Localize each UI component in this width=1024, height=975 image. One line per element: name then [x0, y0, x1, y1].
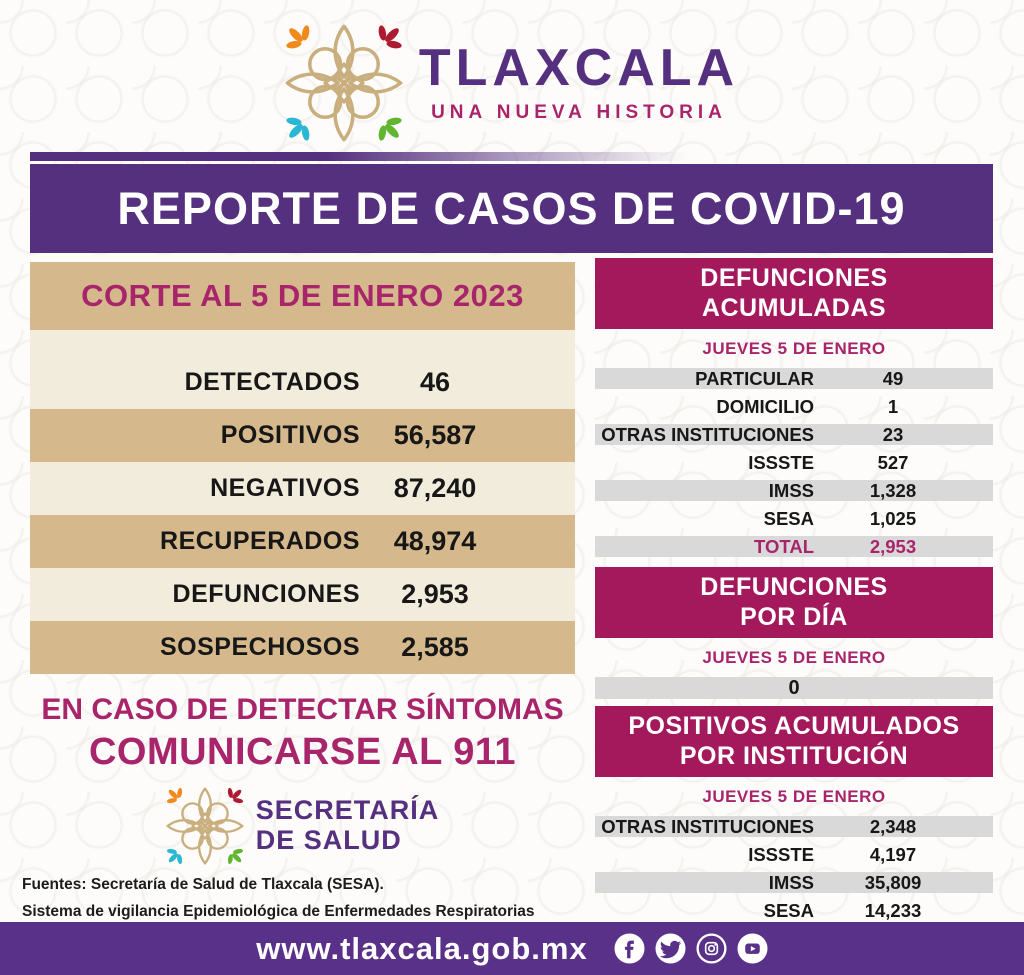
table-row: IMSS 1,328 [595, 480, 993, 501]
section-header-line1: DEFUNCIONES [700, 264, 888, 292]
youtube-icon[interactable] [737, 933, 768, 964]
stat-value: 46 [419, 367, 451, 397]
ministry-name-line1: SECRETARÍA [255, 795, 440, 826]
stat-value: 48,974 [393, 526, 477, 556]
ministry-name-line2: DE SALUD [255, 825, 402, 855]
ministry-name: SECRETARÍA DE SALUD [256, 796, 440, 855]
table-row: IMSS 35,809 [595, 872, 993, 893]
row-label: IMSS [768, 871, 814, 893]
statistics-column: DEFUNCIONES ACUMULADAS JUEVES 5 DE ENERO… [595, 258, 993, 956]
row-label: OTRAS INSTITUCIONES [601, 423, 814, 445]
row-value: 4,197 [869, 843, 917, 865]
row-label: ISSSTE [748, 451, 814, 473]
source-line-1: Fuentes: Secretaría de Salud de Tlaxcala… [22, 876, 384, 893]
health-ministry-logo: SECRETARÍA DE SALUD [30, 787, 575, 865]
stat-label: DETECTADOS [184, 368, 360, 396]
summary-rows: DETECTADOS 46 POSITIVOS 56,587 NEGATIVOS… [30, 330, 575, 674]
tlaxcala-flower-logo-icon [285, 24, 403, 142]
row-label: ISSSTE [748, 843, 814, 865]
facebook-icon[interactable] [614, 933, 645, 964]
deaths-per-day-row: 0 [595, 677, 993, 699]
stat-row: DEFUNCIONES 2,953 [30, 568, 575, 621]
stat-value: 2,585 [401, 632, 469, 662]
stat-label: RECUPERADOS [160, 527, 360, 555]
row-value: 14,233 [864, 899, 922, 921]
twitter-icon[interactable] [655, 933, 686, 964]
row-value: 2,348 [869, 815, 917, 837]
brand-header: TLAXCALA UNA NUEVA HISTORIA [0, 24, 1024, 142]
section-header-line2: POR INSTITUCIÓN [679, 741, 909, 770]
table-row: DOMICILIO 1 [595, 396, 993, 417]
deaths-per-day-value: 0 [788, 676, 800, 699]
stat-value: 87,240 [393, 473, 477, 503]
deaths-accumulated-date: JUEVES 5 DE ENERO [702, 339, 886, 358]
summary-header: CORTE AL 5 DE ENERO 2023 [30, 262, 575, 330]
stat-row: DETECTADOS 46 [30, 356, 575, 409]
table-row: OTRAS INSTITUCIONES 2,348 [595, 816, 993, 837]
table-row: OTRAS INSTITUCIONES 23 [595, 424, 993, 445]
summary-spacer [30, 330, 575, 356]
stat-label: SOSPECHOSOS [160, 633, 360, 661]
row-value: 527 [877, 451, 909, 473]
row-label: DOMICILIO [716, 395, 814, 417]
total-value: 2,953 [869, 535, 917, 557]
ministry-flower-icon [166, 787, 244, 865]
social-icons [614, 933, 768, 964]
brand-tagline: UNA NUEVA HISTORIA [431, 102, 727, 123]
symptoms-notice-line1: EN CASO DE DETECTAR SÍNTOMAS [41, 693, 564, 726]
deaths-per-day-date: JUEVES 5 DE ENERO [702, 648, 886, 667]
row-label: SESA [763, 899, 814, 921]
brand-name: TLAXCALA [418, 39, 740, 97]
stat-value: 2,953 [401, 579, 469, 609]
deaths-accumulated-header: DEFUNCIONES ACUMULADAS [595, 258, 993, 329]
row-value: 1 [887, 395, 899, 417]
stat-label: NEGATIVOS [210, 474, 360, 502]
table-row: ISSSTE 4,197 [595, 844, 993, 865]
row-label: OTRAS INSTITUCIONES [601, 815, 814, 837]
section-header-line2: POR DÍA [740, 602, 848, 631]
stat-row: RECUPERADOS 48,974 [30, 515, 575, 568]
summary-header-label: CORTE AL 5 DE ENERO 2023 [81, 278, 524, 313]
total-label: TOTAL [754, 535, 814, 557]
website-url[interactable]: www.tlaxcala.gob.mx [256, 930, 588, 966]
row-value: 1,328 [869, 479, 917, 501]
table-row: SESA 14,233 [595, 900, 993, 921]
stat-label: POSITIVOS [220, 421, 360, 449]
table-row: ISSSTE 527 [595, 452, 993, 473]
symptoms-notice-line2: COMUNICARSE AL 911 [88, 731, 517, 773]
summary-panel: CORTE AL 5 DE ENERO 2023 DETECTADOS 46 P… [30, 262, 575, 674]
title-banner: REPORTE DE CASOS DE COVID-19 [30, 164, 993, 253]
section-header-line1: DEFUNCIONES [700, 573, 888, 601]
brand-text: TLAXCALA UNA NUEVA HISTORIA [419, 42, 739, 124]
section-header-line1: POSITIVOS ACUMULADOS [628, 712, 960, 740]
positives-by-institution-header: POSITIVOS ACUMULADOS POR INSTITUCIÓN [595, 706, 993, 777]
table-row: SESA 1,025 [595, 508, 993, 529]
divider-gradient-line [30, 152, 688, 161]
table-row: PARTICULAR 49 [595, 368, 993, 389]
row-label: IMSS [768, 479, 814, 501]
row-value: 23 [882, 423, 904, 445]
deaths-per-day-header: DEFUNCIONES POR DÍA [595, 567, 993, 638]
row-label: SESA [763, 507, 814, 529]
section-header-line2: ACUMULADAS [701, 293, 887, 322]
row-value: 35,809 [864, 871, 922, 893]
page-title: REPORTE DE CASOS DE COVID-19 [117, 182, 906, 234]
row-label: PARTICULAR [695, 367, 814, 389]
row-value: 1,025 [869, 507, 917, 529]
stat-label: DEFUNCIONES [172, 580, 360, 608]
stat-row: NEGATIVOS 87,240 [30, 462, 575, 515]
positives-date: JUEVES 5 DE ENERO [702, 787, 886, 806]
stat-row: POSITIVOS 56,587 [30, 409, 575, 462]
row-value: 49 [882, 367, 904, 389]
stat-value: 56,587 [393, 420, 477, 450]
stat-row: SOSPECHOSOS 2,585 [30, 621, 575, 674]
instagram-icon[interactable] [696, 933, 727, 964]
table-total-row: TOTAL 2,953 [595, 536, 993, 557]
footer-bar: www.tlaxcala.gob.mx [0, 922, 1024, 975]
